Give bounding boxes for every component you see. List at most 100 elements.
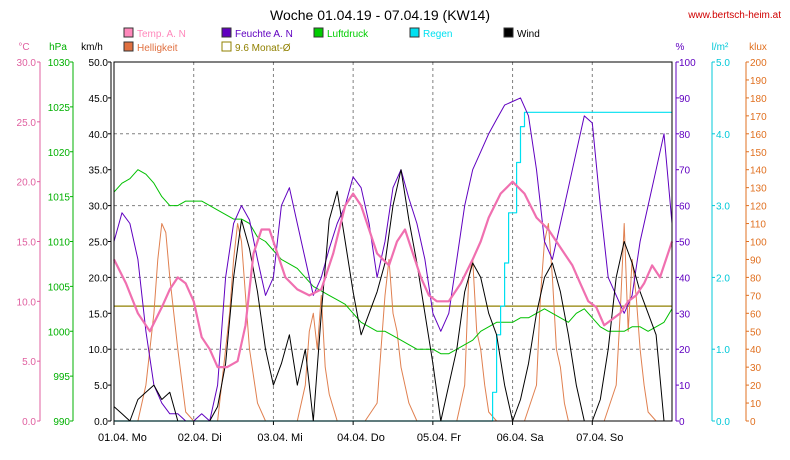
axis-tick-label-press: 1010 <box>48 238 71 249</box>
axis-tick-label-wind: 35.0 <box>89 166 109 177</box>
axis-tick-label-rain: 2.0 <box>716 273 730 284</box>
axis-tick-label-lux: 160 <box>750 130 767 141</box>
axis-tick-label-lux: 200 <box>750 58 767 69</box>
axis-tick-label-hum: 70 <box>679 166 691 177</box>
axis-tick-label-lux: 150 <box>750 148 767 159</box>
legend-label: Temp. A. N <box>137 29 186 40</box>
axis-tick-label-press: 1000 <box>48 327 71 338</box>
axis-tick-label-press: 1020 <box>48 148 71 159</box>
axis-tick-label-press: 1005 <box>48 282 71 293</box>
axis-tick-label-wind: 50.0 <box>89 58 109 69</box>
axis-tick-label-wind: 20.0 <box>89 273 109 284</box>
axis-tick-label-hum: 0 <box>679 417 685 428</box>
axis-tick-label-rain: 1.0 <box>716 345 730 356</box>
axis-tick-label-lux: 60 <box>750 309 762 320</box>
axis-tick-label-wind: 45.0 <box>89 94 109 105</box>
axes: °C0.05.010.015.020.025.030.0hPa990995100… <box>17 42 768 444</box>
axis-tick-label-hum: 10 <box>679 381 691 392</box>
x-tick-label: 06.04. Sa <box>497 432 545 444</box>
legend-label: Luftdruck <box>327 29 369 40</box>
legend-swatch <box>313 27 324 38</box>
legend-label: 9.6 Monat-Ø <box>235 43 291 54</box>
axis-tick-label-hum: 80 <box>679 130 691 141</box>
axis-tick-label-press: 1030 <box>48 58 71 69</box>
axis-tick-label-wind: 40.0 <box>89 130 109 141</box>
axis-tick-label-wind: 25.0 <box>89 238 109 249</box>
x-tick-label: 03.04. Mi <box>257 432 302 444</box>
legend-swatch <box>123 27 134 38</box>
axis-tick-label-lux: 20 <box>750 381 762 392</box>
axis-tick-label-rain: 3.0 <box>716 202 730 213</box>
legend-label: Regen <box>423 29 452 40</box>
x-tick-label: 04.04. Do <box>337 432 385 444</box>
series-line-regen <box>114 111 672 422</box>
axis-tick-label-rain: 4.0 <box>716 130 730 141</box>
axis-tick-label-temp: 30.0 <box>17 58 37 69</box>
axis-tick-label-hum: 90 <box>679 94 691 105</box>
axis-unit-press: hPa <box>49 42 67 53</box>
axis-tick-label-temp: 10.0 <box>17 297 37 308</box>
x-tick-label: 07.04. So <box>576 432 623 444</box>
series-line-temp-a-n <box>113 180 674 369</box>
legend-swatch <box>221 27 232 38</box>
axis-tick-label-press: 990 <box>53 417 70 428</box>
axis-tick-label-lux: 70 <box>750 291 762 302</box>
axis-tick-label-temp: 15.0 <box>17 238 37 249</box>
axis-unit-rain: l/m² <box>712 42 729 53</box>
axis-tick-label-rain: 0.0 <box>716 417 730 428</box>
axis-tick-label-lux: 50 <box>750 327 762 338</box>
legend-label: Helligkeit <box>137 43 178 54</box>
axis-tick-label-lux: 120 <box>750 202 767 213</box>
legend-label: Feuchte A. N <box>235 29 293 40</box>
plot-frame <box>113 61 673 422</box>
axis-tick-label-wind: 30.0 <box>89 202 109 213</box>
axis-tick-label-temp: 5.0 <box>22 357 36 368</box>
plot-area <box>113 97 674 422</box>
axis-tick-label-hum: 20 <box>679 345 691 356</box>
x-tick-label: 05.04. Fr <box>417 432 461 444</box>
legend: Temp. A. N Feuchte A. N Luftdruck Regen Wind… <box>123 27 540 54</box>
axis-tick-label-lux: 100 <box>750 238 767 249</box>
axis-tick-label-wind: 15.0 <box>89 309 109 320</box>
axis-tick-label-lux: 140 <box>750 166 767 177</box>
series-line-luftdruck <box>113 169 673 355</box>
axis-tick-label-lux: 0 <box>750 417 756 428</box>
axis-tick-label-press: 995 <box>53 372 70 383</box>
legend-swatch <box>409 27 420 38</box>
legend-swatch <box>503 27 514 38</box>
axis-tick-label-lux: 180 <box>750 94 767 105</box>
axis-tick-label-temp: 20.0 <box>17 178 37 189</box>
axis-unit-lux: klux <box>749 42 767 53</box>
x-tick-label: 02.04. Di <box>178 432 222 444</box>
axis-tick-label-lux: 10 <box>750 399 762 410</box>
axis-tick-label-hum: 50 <box>679 238 691 249</box>
series-line-feuchte-a-n <box>113 97 673 422</box>
axis-tick-label-lux: 30 <box>750 363 762 374</box>
legend-swatch <box>221 41 232 52</box>
axis-tick-label-temp: 25.0 <box>17 118 37 129</box>
axis-tick-label-lux: 190 <box>750 76 767 87</box>
legend-swatch <box>123 41 134 52</box>
website-label: www.bertsch-heim.at <box>687 10 781 21</box>
axis-tick-label-temp: 0.0 <box>22 417 36 428</box>
axis-unit-hum: % <box>676 42 685 53</box>
axis-tick-label-wind: 0.0 <box>94 417 108 428</box>
axis-tick-label-press: 1015 <box>48 193 71 204</box>
axis-tick-label-lux: 40 <box>750 345 762 356</box>
x-tick-label: 01.04. Mo <box>98 432 147 444</box>
legend-label: Wind <box>517 29 540 40</box>
axis-tick-label-lux: 110 <box>750 220 766 231</box>
axis-tick-label-hum: 40 <box>679 273 691 284</box>
axis-tick-label-wind: 10.0 <box>89 345 109 356</box>
axis-unit-temp: °C <box>18 42 29 53</box>
chart-title: Woche 01.04.19 - 07.04.19 (KW14) <box>270 7 490 23</box>
axis-unit-wind: km/h <box>81 42 103 53</box>
axis-tick-label-hum: 60 <box>679 202 691 213</box>
axis-tick-label-hum: 30 <box>679 309 691 320</box>
axis-tick-label-lux: 130 <box>750 184 767 195</box>
axis-tick-label-hum: 100 <box>679 58 696 69</box>
axis-tick-label-press: 1025 <box>48 103 71 114</box>
axis-tick-label-wind: 5.0 <box>94 381 108 392</box>
axis-tick-label-rain: 5.0 <box>716 58 730 69</box>
